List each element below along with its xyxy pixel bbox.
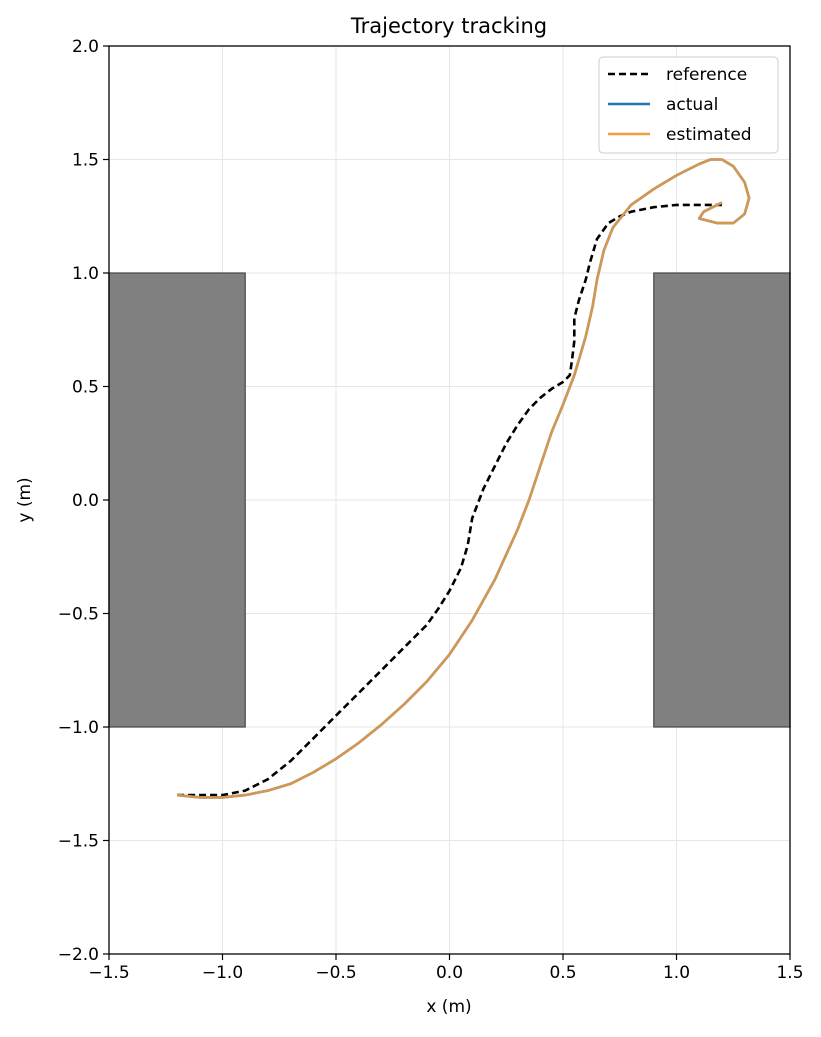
x-tick-label-5: 1.0 [663, 963, 690, 983]
y-tick-label-8: 2.0 [72, 37, 99, 57]
axis-ticks: −1.5 −1.0 −0.5 0.0 0.5 1.0 1.5−2.0−1.5−1.0−0.5… [58, 37, 804, 983]
series-line-estimated [176, 158, 751, 799]
y-tick-label-2: −1.0 [58, 718, 99, 738]
x-tick-label-3: 0.0 [436, 963, 463, 983]
x-tick-label-1: −1.0 [202, 963, 243, 983]
y-tick-label-3: −0.5 [58, 605, 99, 625]
x-tick-label-4: 0.5 [549, 963, 576, 983]
chart-title: Trajectory tracking [350, 14, 547, 38]
legend-box [598, 56, 779, 154]
y-tick-label-1: −1.5 [58, 832, 99, 852]
y-tick-label-4: 0.0 [72, 491, 99, 511]
legend-label-actual: actual [666, 95, 718, 115]
y-tick-label-5: 0.5 [72, 378, 99, 398]
y-tick-label-6: 1.0 [72, 264, 99, 284]
x-tick-label-0: −1.5 [88, 963, 129, 983]
legend: reference actual estimated [598, 56, 779, 154]
y-tick-label-7: 1.5 [72, 151, 99, 171]
y-axis-label: y (m) [15, 477, 35, 522]
legend-label-estimated: estimated [666, 125, 752, 145]
y-tick-label-0: −2.0 [58, 945, 99, 965]
obstacles [108, 272, 791, 728]
x-axis-label: x (m) [426, 997, 471, 1017]
series-line-reference [177, 203, 722, 797]
obstacle-0 [108, 272, 246, 728]
x-tick-label-2: −0.5 [315, 963, 356, 983]
legend-label-reference: reference [666, 65, 747, 85]
x-tick-label-6: 1.5 [776, 963, 803, 983]
obstacle-1 [653, 272, 791, 728]
series-lines [176, 158, 751, 799]
